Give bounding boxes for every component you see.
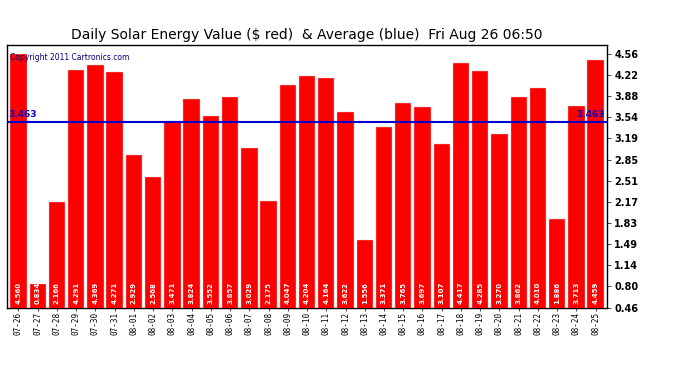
Bar [530, 88, 546, 336]
Text: 3.862: 3.862 [515, 282, 522, 304]
Text: 4.164: 4.164 [324, 282, 329, 304]
Bar [126, 154, 142, 336]
Text: 4.417: 4.417 [458, 282, 464, 304]
Text: 3.471: 3.471 [169, 282, 175, 304]
Bar [357, 240, 373, 336]
Bar [106, 72, 123, 336]
Text: Copyright 2011 Cartronics.com: Copyright 2011 Cartronics.com [10, 53, 129, 62]
Text: 3.697: 3.697 [420, 282, 426, 304]
Text: 4.204: 4.204 [304, 282, 310, 304]
Text: 3.463: 3.463 [9, 110, 37, 119]
Text: 2.166: 2.166 [54, 282, 60, 304]
Bar [472, 71, 489, 336]
Bar [241, 148, 257, 336]
Text: 3.371: 3.371 [381, 282, 387, 304]
Text: 3.857: 3.857 [227, 282, 233, 304]
Bar [68, 70, 84, 336]
Text: 2.568: 2.568 [150, 282, 156, 304]
Bar [337, 112, 354, 336]
Bar [279, 86, 296, 336]
Text: 3.552: 3.552 [208, 282, 214, 304]
Text: 1.886: 1.886 [554, 282, 560, 304]
Bar [10, 54, 27, 336]
Text: 1.556: 1.556 [362, 282, 368, 304]
Title: Daily Solar Energy Value ($ red)  & Average (blue)  Fri Aug 26 06:50: Daily Solar Energy Value ($ red) & Avera… [71, 28, 543, 42]
Bar [395, 103, 411, 336]
Text: 4.369: 4.369 [92, 282, 99, 304]
Bar [453, 63, 469, 336]
Bar [318, 78, 335, 336]
Text: 0.834: 0.834 [34, 282, 41, 304]
Text: 3.765: 3.765 [400, 282, 406, 304]
Bar [569, 106, 584, 336]
Text: 2.929: 2.929 [131, 282, 137, 304]
Bar [145, 177, 161, 336]
Text: 2.175: 2.175 [266, 282, 272, 304]
Text: 3.107: 3.107 [439, 282, 445, 304]
Text: 3.270: 3.270 [496, 282, 502, 304]
Bar [49, 202, 65, 336]
Bar [184, 99, 200, 336]
Bar [87, 66, 104, 336]
Bar [222, 97, 238, 336]
Bar [491, 134, 508, 336]
Text: 4.459: 4.459 [593, 282, 599, 304]
Bar [164, 121, 181, 336]
Bar [511, 97, 527, 336]
Text: 4.047: 4.047 [285, 282, 290, 304]
Text: 3.622: 3.622 [342, 282, 348, 304]
Text: 3.463: 3.463 [577, 110, 605, 119]
Text: 4.291: 4.291 [73, 282, 79, 304]
Text: 4.271: 4.271 [112, 282, 118, 304]
Bar [549, 219, 565, 336]
Text: 3.713: 3.713 [573, 282, 580, 304]
Bar [30, 284, 46, 336]
Bar [433, 144, 450, 336]
Bar [299, 76, 315, 336]
Text: 4.285: 4.285 [477, 282, 483, 304]
Bar [260, 201, 277, 336]
Text: 4.560: 4.560 [15, 282, 21, 304]
Bar [414, 107, 431, 336]
Text: 4.010: 4.010 [535, 282, 541, 304]
Text: 3.824: 3.824 [188, 282, 195, 304]
Bar [587, 60, 604, 336]
Bar [203, 116, 219, 336]
Bar [376, 127, 392, 336]
Text: 3.029: 3.029 [246, 282, 253, 304]
